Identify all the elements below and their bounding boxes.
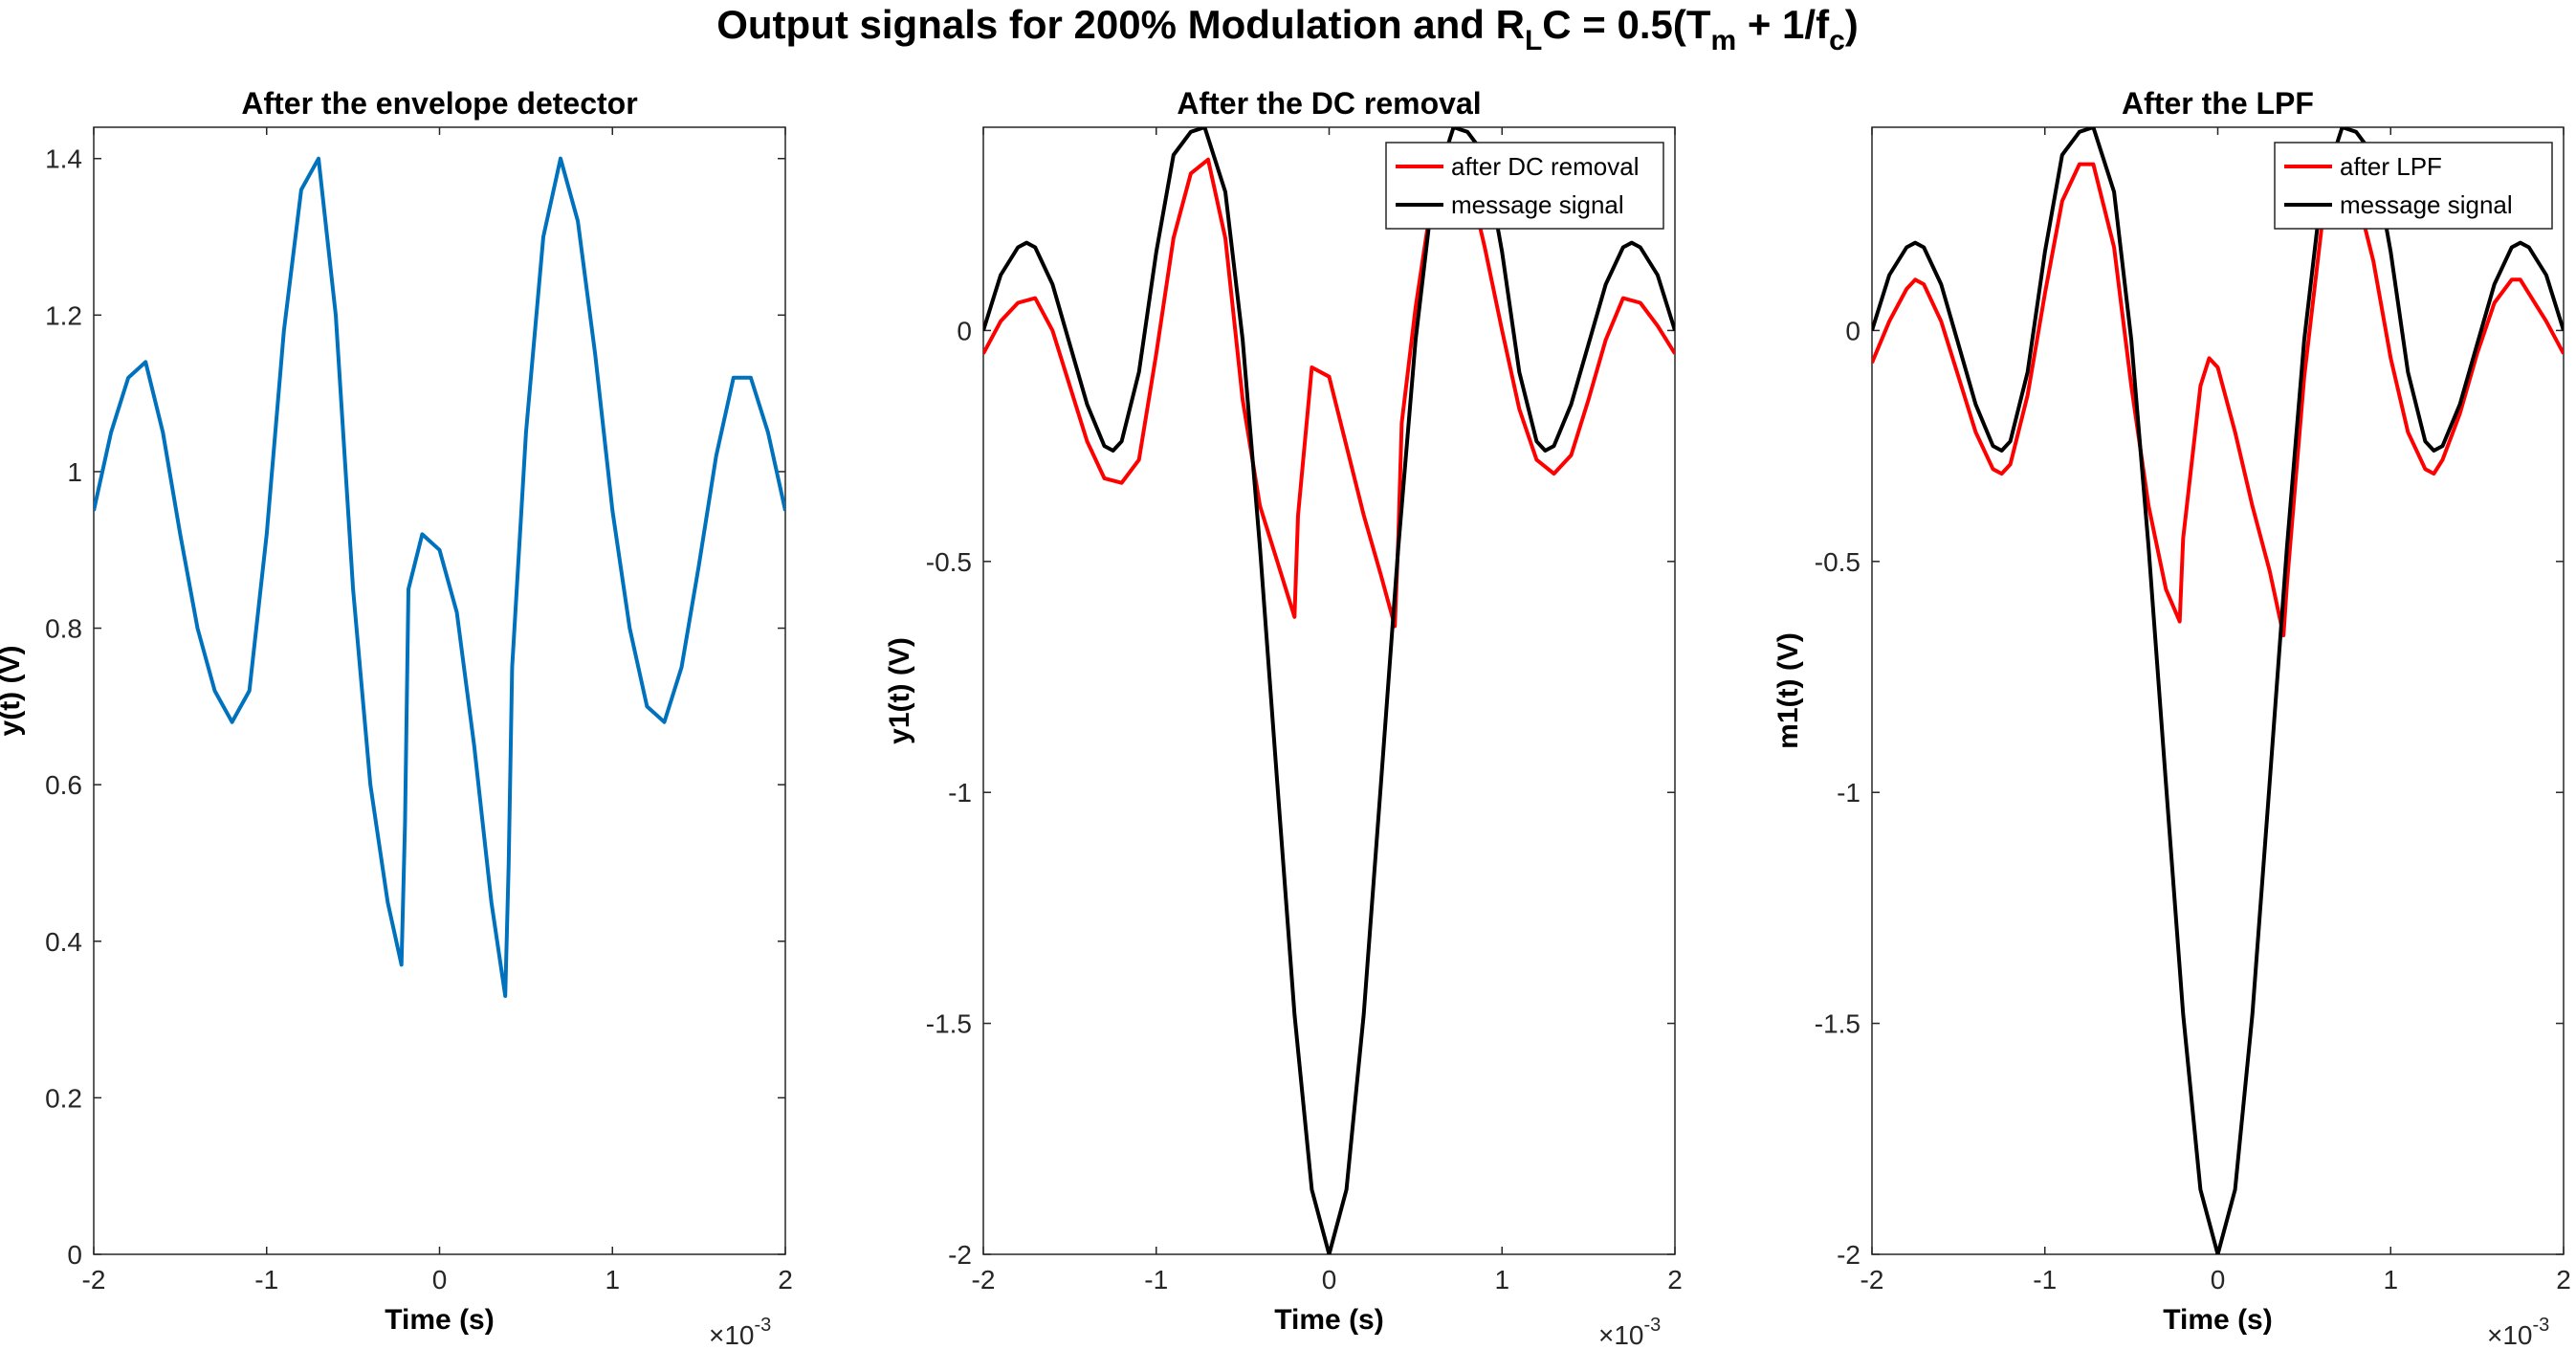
axes-box [982, 126, 1676, 1255]
x-tick-label: -1 [1144, 1265, 1168, 1295]
y-tick-label: 0.6 [45, 770, 82, 800]
x-tick-label: -1 [254, 1265, 278, 1295]
y-tick-label: -0.5 [1815, 547, 1860, 577]
legend-entry: message signal [1451, 190, 1624, 219]
axes-box [93, 126, 786, 1255]
y-axis-label: y(t) (V) [0, 646, 26, 737]
legend-entry: message signal [2340, 190, 2513, 219]
x-tick-label: 1 [605, 1265, 620, 1295]
x-axis-label: Time (s) [2163, 1304, 2272, 1336]
y-tick-label: -2 [1837, 1240, 1860, 1270]
legend-entry: after LPF [2340, 152, 2442, 181]
x-tick-label: 0 [1322, 1265, 1337, 1295]
x-tick-label: -2 [82, 1265, 106, 1295]
x-tick-label: 0 [432, 1265, 448, 1295]
x-exponent-power: -3 [1644, 1315, 1662, 1336]
x-exponent-power: -3 [755, 1315, 772, 1336]
x-tick-label: 2 [2556, 1265, 2571, 1295]
figure-title-part4: ) [1845, 2, 1859, 47]
y-tick-label: -1.5 [926, 1009, 972, 1039]
y-axis-label: m1(t) (V) [1772, 632, 1804, 749]
x-tick-label: 1 [2383, 1265, 2398, 1295]
subplot-1: -2 -1 0 1 2 0 0.2 0.4 0.6 0.8 1 1.2 1.4 After the env… [0, 86, 793, 1350]
y-tick-label: -1 [948, 778, 972, 808]
x-exponent-power: -3 [2533, 1315, 2550, 1336]
x-tick-label: 1 [1494, 1265, 1509, 1295]
legend-entry: after DC removal [1451, 152, 1640, 181]
y-tick-label: 0 [1845, 316, 1860, 345]
x-tick-label: 2 [1667, 1265, 1683, 1295]
figure-title-sub-m: m [1711, 25, 1737, 56]
series-line-signal [94, 156, 785, 998]
x-tick-label: -2 [1860, 1265, 1884, 1295]
x-exponent-label: ×10-3 [709, 1315, 771, 1350]
subplot-title: After the envelope detector [241, 86, 637, 121]
subplot-2: -2 -1 0 1 2 -2 -1.5 -1 -0.5 0 After the DC removal… [884, 86, 1683, 1350]
y-tick-label: -2 [948, 1240, 972, 1270]
figure-title-part3: + 1/f [1736, 2, 1830, 47]
axes-box [1871, 126, 2565, 1255]
x-tick-label: -2 [972, 1265, 996, 1295]
figure-title: Output signals for 200% Modulation and R… [716, 2, 1859, 56]
series-line-after-DC-removal [983, 153, 1675, 629]
y-tick-label: 0 [67, 1240, 82, 1270]
y-axis-label: y1(t) (V) [884, 637, 915, 744]
series-line-after-LPF [1872, 162, 2564, 638]
x-axis-label: Time (s) [1274, 1304, 1383, 1336]
y-tick-label: 0 [957, 316, 972, 345]
subplot-title: After the DC removal [1177, 86, 1481, 121]
figure-title-part1: Output signals for 200% Modulation and R [716, 2, 1525, 47]
x-tick-label: -1 [2033, 1265, 2057, 1295]
y-tick-label: 1.2 [45, 300, 82, 330]
legend-box [1385, 142, 1664, 230]
series-line-message-signal [983, 127, 1675, 1254]
y-tick-label: 1.4 [45, 144, 82, 174]
x-tick-label: 0 [2211, 1265, 2226, 1295]
figure-title-sub-l: L [1525, 25, 1542, 56]
subplot-title: After the LPF [2122, 86, 2314, 121]
series-line-message-signal [1872, 127, 2564, 1254]
x-tick-label: 2 [778, 1265, 793, 1295]
figure-title-sub-c: c [1829, 25, 1845, 56]
y-tick-label: 0.2 [45, 1083, 82, 1113]
y-tick-label: 0.4 [45, 927, 82, 957]
y-tick-label: -1.5 [1815, 1009, 1860, 1039]
figure-title-part2: C = 0.5(T [1542, 2, 1711, 47]
subplots-group: -2 -1 0 1 2 0 0.2 0.4 0.6 0.8 1 1.2 1.4 After the env… [0, 86, 2571, 1350]
y-tick-label: 1 [67, 457, 82, 487]
subplot-3: -2 -1 0 1 2 -2 -1.5 -1 -0.5 0 After the LPF Time (s… [1772, 86, 2571, 1350]
y-tick-label: -1 [1837, 778, 1860, 808]
legend-box [2274, 142, 2553, 230]
y-tick-label: -0.5 [926, 547, 972, 577]
y-tick-label: 0.8 [45, 614, 82, 644]
x-axis-label: Time (s) [385, 1304, 494, 1336]
